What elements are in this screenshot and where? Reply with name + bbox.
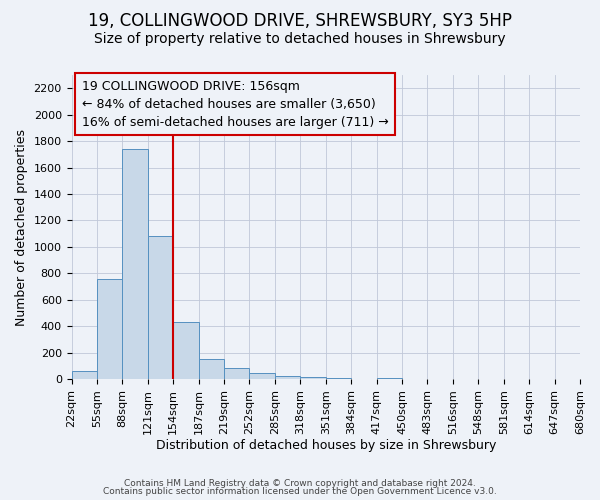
Text: 19 COLLINGWOOD DRIVE: 156sqm
← 84% of detached houses are smaller (3,650)
16% of: 19 COLLINGWOOD DRIVE: 156sqm ← 84% of de… bbox=[82, 80, 388, 128]
Bar bbox=[301, 377, 326, 379]
Bar bbox=[326, 378, 351, 379]
Bar bbox=[377, 378, 402, 379]
Bar bbox=[71, 372, 97, 379]
Bar bbox=[122, 149, 148, 379]
Bar bbox=[97, 278, 122, 379]
Bar bbox=[173, 322, 199, 379]
Text: Size of property relative to detached houses in Shrewsbury: Size of property relative to detached ho… bbox=[94, 32, 506, 46]
Bar bbox=[199, 358, 224, 379]
X-axis label: Distribution of detached houses by size in Shrewsbury: Distribution of detached houses by size … bbox=[155, 440, 496, 452]
Bar bbox=[148, 236, 173, 379]
Y-axis label: Number of detached properties: Number of detached properties bbox=[15, 128, 28, 326]
Text: Contains HM Land Registry data © Crown copyright and database right 2024.: Contains HM Land Registry data © Crown c… bbox=[124, 478, 476, 488]
Text: 19, COLLINGWOOD DRIVE, SHREWSBURY, SY3 5HP: 19, COLLINGWOOD DRIVE, SHREWSBURY, SY3 5… bbox=[88, 12, 512, 30]
Bar bbox=[250, 374, 275, 379]
Bar bbox=[275, 376, 301, 379]
Bar bbox=[224, 368, 250, 379]
Text: Contains public sector information licensed under the Open Government Licence v3: Contains public sector information licen… bbox=[103, 487, 497, 496]
